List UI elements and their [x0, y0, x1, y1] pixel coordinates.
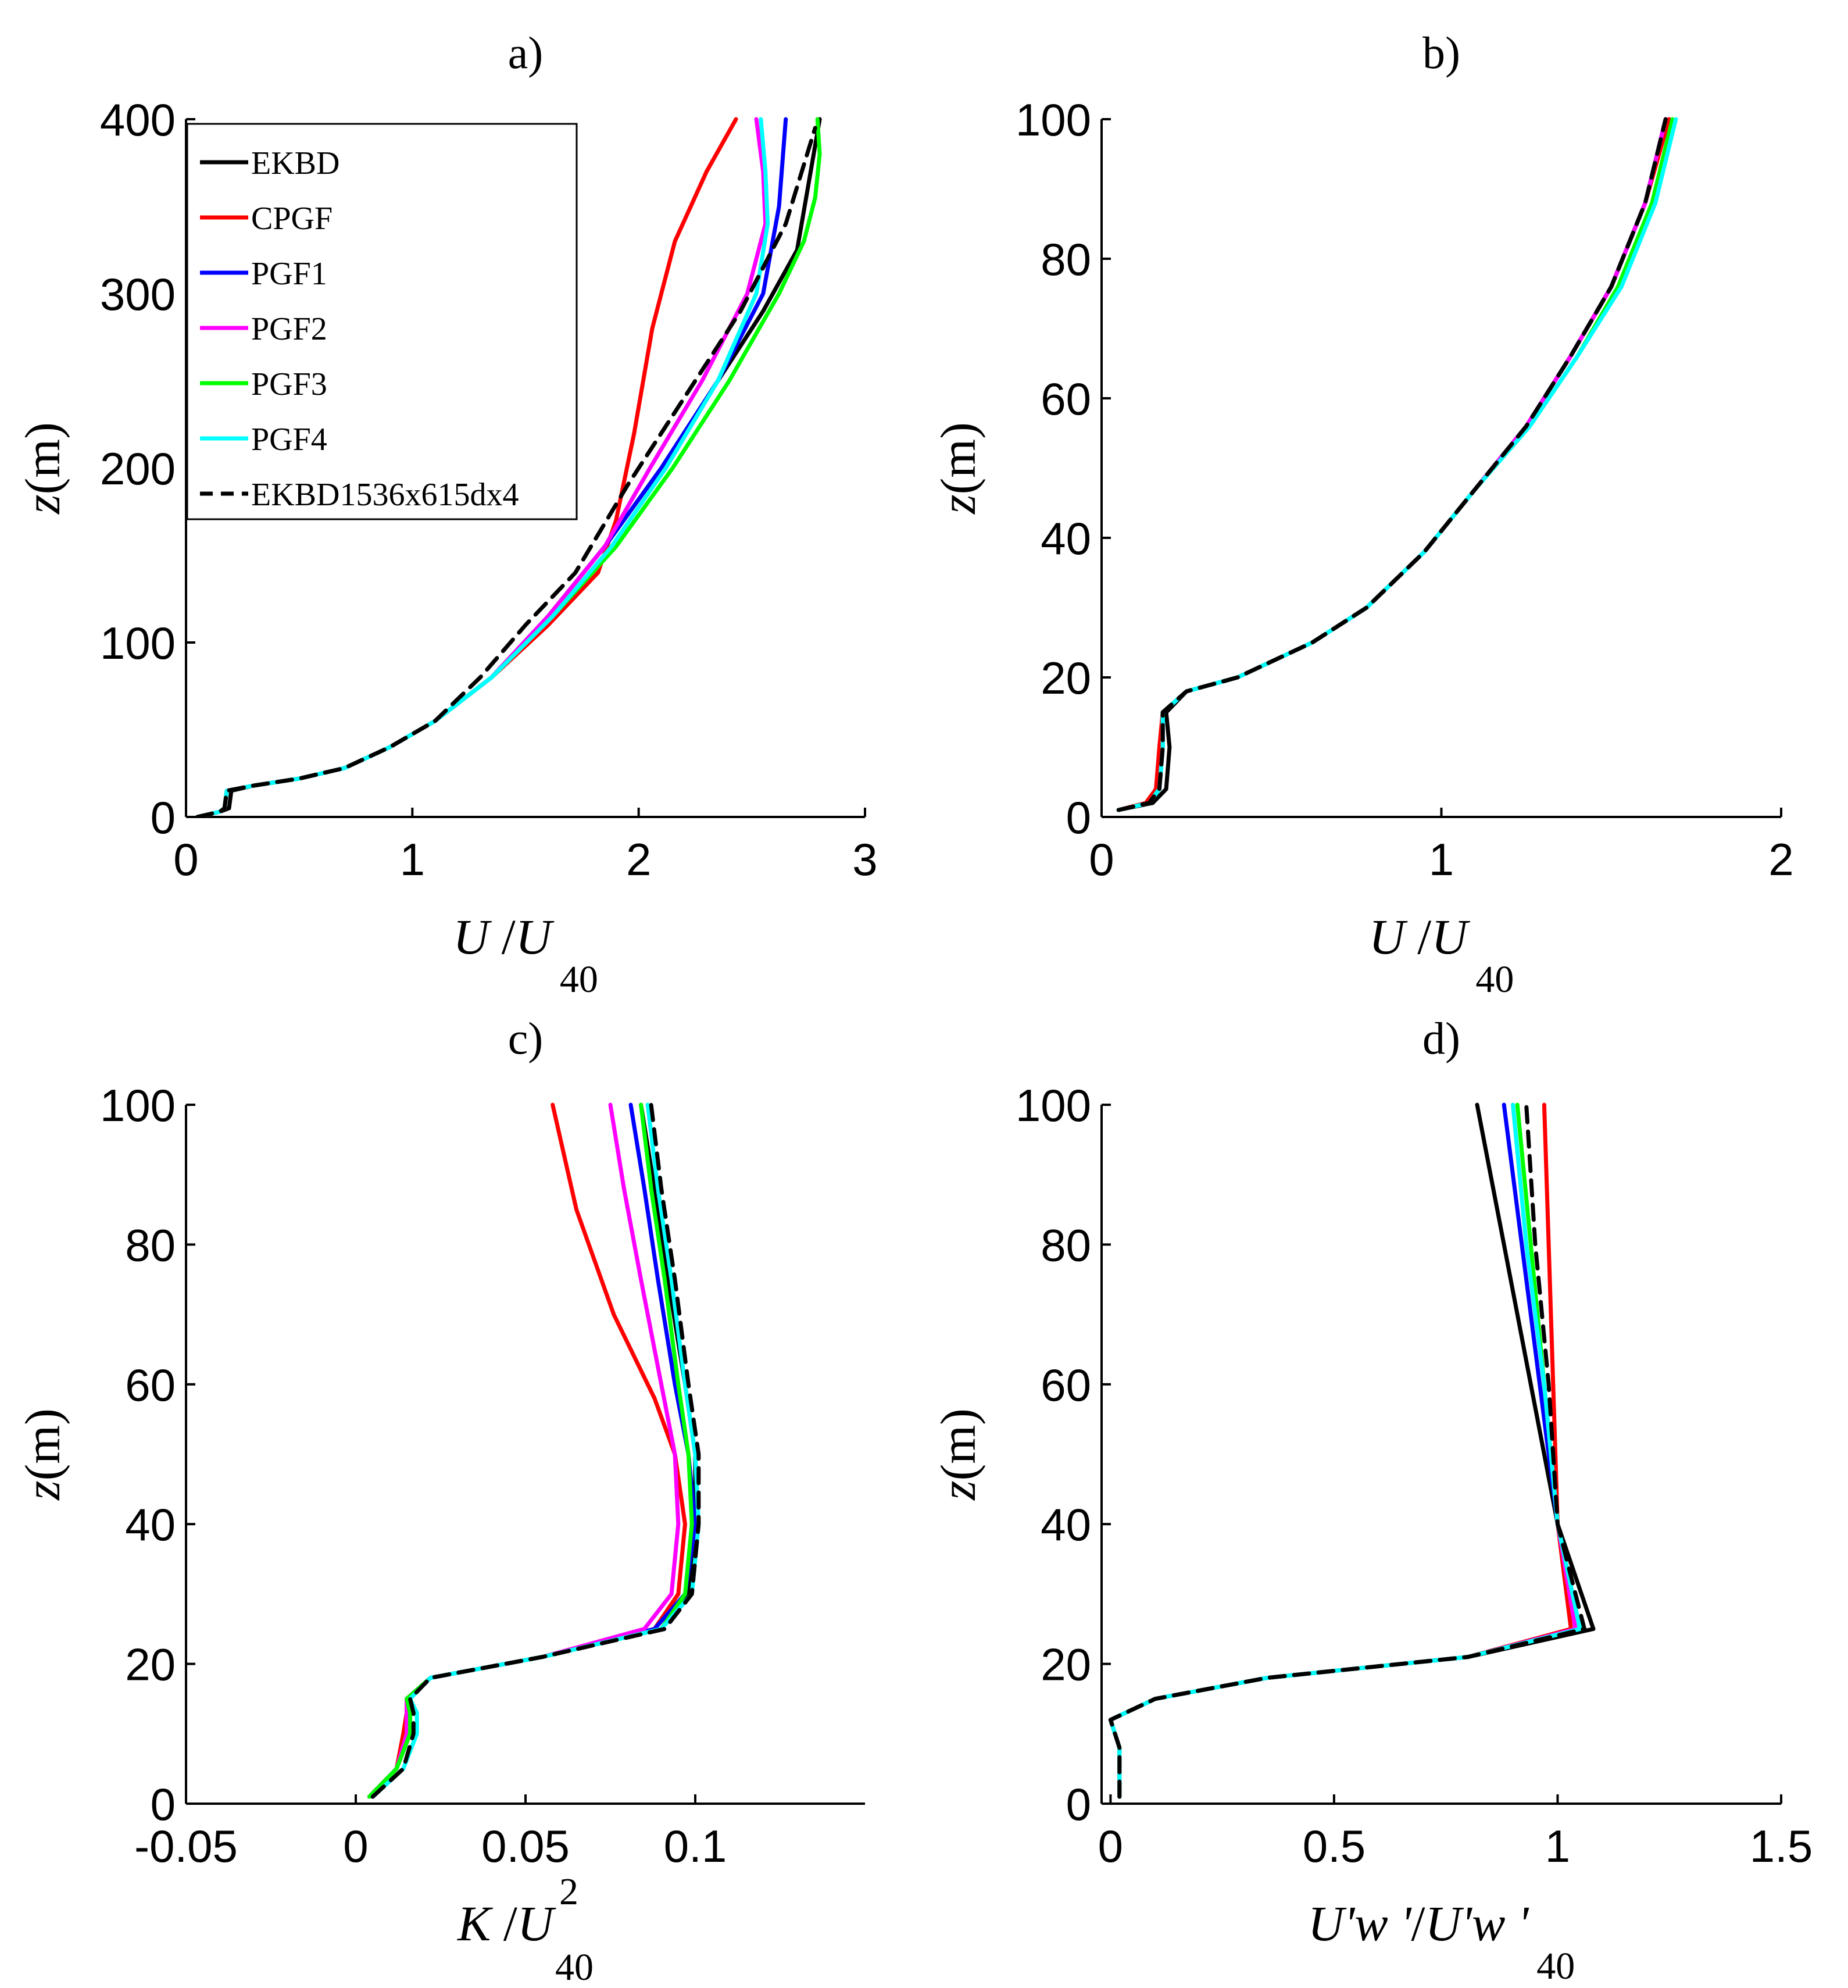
legend-label: PGF2 [251, 311, 327, 347]
x-tick-label: 2 [1768, 834, 1793, 885]
panel-title: a) [508, 27, 544, 78]
y-tick-label: 80 [1041, 1219, 1091, 1270]
y-tick-label: 80 [125, 1219, 176, 1270]
series-line-ekbd1536x615dx4 [1108, 1102, 1587, 1799]
y-tick-label: 60 [125, 1359, 176, 1411]
y-tick-label: 400 [100, 94, 176, 145]
y-tick-label: 0 [1066, 1779, 1091, 1830]
series-group [367, 1102, 701, 1799]
x-tick-label: 0 [1089, 834, 1114, 885]
y-axis-label: z(m) [930, 1408, 986, 1501]
y-tick-label: 100 [100, 1080, 176, 1131]
legend: EKBD CPGF PGF1 PGF2 PGF3 PGF4 EKBD1536x615dx4 [186, 123, 578, 520]
series-line-pgf1 [1116, 117, 1668, 812]
panel-title: b) [1422, 27, 1460, 78]
legend-label: CPGF [251, 201, 333, 237]
y-tick-label: 20 [1041, 1639, 1091, 1690]
legend-label: PGF1 [251, 256, 327, 292]
y-axis-label: z(m) [15, 1408, 70, 1501]
y-tick-label: 60 [1041, 373, 1091, 424]
x-axis-label: U /U40 [453, 909, 598, 1001]
x-tick-label: 3 [852, 834, 877, 885]
y-tick-label: 200 [100, 443, 176, 494]
x-tick-label: -0.05 [134, 1821, 238, 1872]
y-tick-label: 80 [1041, 234, 1091, 285]
x-tick-label: 0 [173, 834, 198, 885]
x-tick-label: 0.5 [1303, 1821, 1366, 1872]
y-tick-label: 300 [100, 269, 176, 320]
y-tick-label: 60 [1041, 1359, 1091, 1411]
series-line-ekbd1536x615dx4 [370, 1102, 701, 1799]
y-tick-label: 20 [1041, 652, 1091, 704]
series-line-ekbd1536x615dx4 [1116, 117, 1668, 812]
legend-box [186, 123, 578, 520]
legend-label: PGF3 [251, 366, 327, 402]
x-tick-label: 1.5 [1750, 1821, 1813, 1872]
x-axis-label: K /U2 40 [456, 1871, 594, 1988]
series-line-pgf4 [1116, 117, 1678, 812]
panel-a: 0 1 2 3 0 100 200 300 400 a) z(m) U /U40 [15, 27, 878, 1001]
series-line-ekbd [1116, 117, 1668, 812]
x-axis-label: U'w '/U'w '40 [1308, 1896, 1575, 1987]
panel-title: c) [508, 1013, 544, 1063]
series-line-pgf4 [195, 117, 770, 817]
x-tick-label: 0 [343, 1821, 368, 1872]
x-tick-label: 2 [626, 834, 651, 885]
legend-label: EKBD1536x615dx4 [251, 477, 519, 513]
y-tick-label: 20 [125, 1639, 176, 1690]
series-line-pgf3 [1116, 117, 1675, 812]
series-line-cpgf [1116, 117, 1671, 812]
y-tick-label: 0 [151, 1779, 176, 1830]
x-tick-label: 1 [1429, 834, 1454, 885]
series-group [1116, 117, 1678, 812]
series-group [195, 117, 822, 817]
y-tick-label: 100 [100, 618, 176, 669]
y-tick-label: 0 [151, 792, 176, 843]
x-tick-label: 0.05 [481, 1821, 570, 1872]
series-line-pgf4 [370, 1102, 701, 1799]
y-axis-label: z(m) [930, 422, 986, 515]
panel-title: d) [1422, 1013, 1460, 1063]
y-tick-label: 40 [1041, 1499, 1091, 1550]
x-tick-label: 0.1 [664, 1821, 727, 1872]
x-tick-label: 1 [1545, 1821, 1570, 1872]
y-tick-label: 40 [125, 1499, 176, 1550]
series-line-pgf2 [367, 1102, 681, 1799]
panel-d: 0 0.5 1 1.5 0 20 40 60 80 100 d) z(m) U'w '/U'w '40 [930, 1013, 1813, 1987]
legend-label: EKBD [251, 145, 339, 181]
x-tick-label: 1 [400, 834, 425, 885]
series-line-pgf2 [1116, 117, 1668, 812]
series-line-ekbd1536x615dx4 [195, 126, 817, 817]
y-axis-label: z(m) [15, 422, 70, 515]
y-tick-label: 40 [1041, 513, 1091, 564]
y-tick-label: 100 [1016, 1080, 1091, 1131]
series-group [1108, 1102, 1596, 1799]
x-axis-label: U /U40 [1369, 909, 1514, 1001]
y-tick-label: 0 [1066, 792, 1091, 843]
x-tick-label: 0 [1098, 1821, 1123, 1872]
y-tick-label: 100 [1016, 94, 1091, 145]
legend-label: PGF4 [251, 422, 327, 458]
